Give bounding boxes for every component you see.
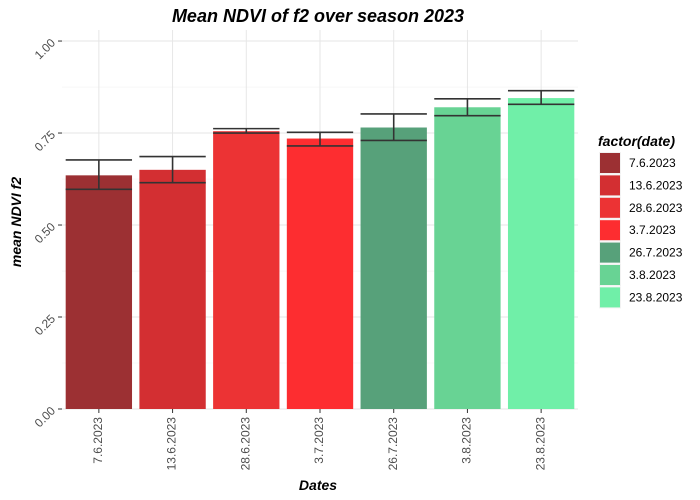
legend-item: 7.6.2023 [599,152,676,174]
bar [360,127,427,410]
x-tick-label: 7.6.2023 [91,417,105,464]
bar [507,98,575,409]
bar [213,131,280,409]
legend-swatch [600,153,620,173]
error-bar [286,131,354,147]
legend-swatch [600,242,620,263]
error-bar-group [65,89,575,191]
error-bar [139,155,206,184]
chart-title: Mean NDVI of f2 over season 2023 [172,6,464,26]
x-tick-label: 3.7.2023 [312,417,326,464]
bar [65,175,133,409]
error-bar [360,113,427,142]
x-tick-label: 13.6.2023 [165,417,179,471]
legend: factor(date) 7.6.2023 13.6.2023 28.6.2023 3… [598,133,683,309]
legend-swatch [600,175,620,196]
bar-group [65,98,575,410]
legend-label: 23.8.2023 [629,290,683,304]
legend-item: 3.8.2023 [599,264,676,286]
legend-swatch [600,287,620,308]
legend-title: factor(date) [598,133,675,149]
x-tick-label: 3.8.2023 [460,417,474,464]
legend-item: 23.8.2023 [599,286,683,309]
legend-swatch [600,197,620,218]
error-bar [507,89,575,106]
bar [286,138,354,410]
legend-label: 7.6.2023 [629,156,676,170]
legend-items: 7.6.2023 13.6.2023 28.6.2023 3.7.2023 26.7.2… [599,152,683,309]
x-tick-label: 26.7.2023 [386,417,400,471]
x-tick-label: 28.6.2023 [238,417,252,471]
error-bar [434,98,501,117]
legend-item: 28.6.2023 [599,196,683,219]
error-bar [65,159,133,191]
legend-label: 3.8.2023 [629,268,676,282]
legend-label: 26.7.2023 [629,246,683,260]
x-axis-ticks: 7.6.2023 13.6.2023 28.6.2023 3.7.2023 26.7.2… [91,409,547,470]
bar [434,107,501,409]
legend-label: 13.6.2023 [629,178,683,192]
bar [139,169,206,409]
legend-item: 26.7.2023 [599,241,683,264]
legend-label: 3.7.2023 [629,223,676,237]
y-axis-title: mean NDVI f2 [8,177,24,267]
x-axis-title: Dates [299,477,337,493]
legend-item: 13.6.2023 [599,174,683,197]
error-bar [213,127,280,134]
legend-label: 28.6.2023 [629,201,683,215]
x-tick-label: 23.8.2023 [533,417,547,471]
legend-swatch [600,220,620,241]
legend-swatch [600,265,620,285]
legend-item: 3.7.2023 [599,219,676,242]
